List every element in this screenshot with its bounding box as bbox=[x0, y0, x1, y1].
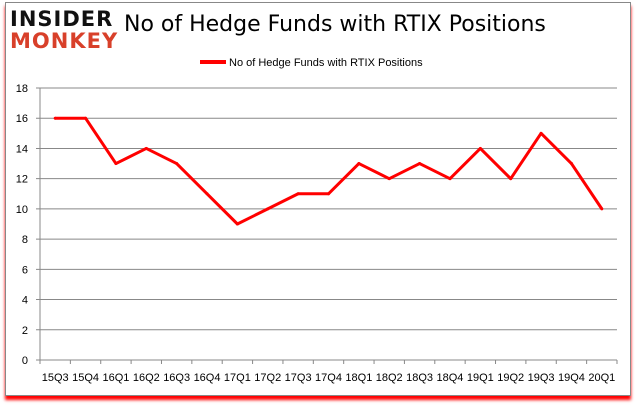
data-point bbox=[478, 146, 482, 150]
logo-line1: INSIDER bbox=[10, 7, 114, 31]
x-tick-label: 18Q3 bbox=[406, 372, 433, 384]
data-point bbox=[357, 162, 361, 166]
x-tick-label: 20Q1 bbox=[588, 372, 615, 384]
chart-title: No of Hedge Funds with RTIX Positions bbox=[124, 12, 546, 37]
legend-label: No of Hedge Funds with RTIX Positions bbox=[229, 57, 423, 69]
y-tick-label: 4 bbox=[22, 295, 28, 307]
y-tick-label: 10 bbox=[16, 204, 28, 216]
data-point bbox=[235, 222, 239, 226]
data-point bbox=[418, 162, 422, 166]
data-point bbox=[296, 192, 300, 196]
x-tick-label: 16Q4 bbox=[194, 372, 221, 384]
x-tick-label: 17Q1 bbox=[224, 372, 251, 384]
series-line bbox=[55, 116, 604, 226]
data-point bbox=[569, 162, 573, 166]
x-tick-label: 17Q4 bbox=[315, 372, 342, 384]
data-point bbox=[205, 192, 209, 196]
data-point bbox=[84, 116, 88, 120]
data-point bbox=[114, 162, 118, 166]
y-tick-label: 14 bbox=[16, 143, 28, 155]
x-tick-label: 19Q2 bbox=[497, 372, 524, 384]
data-point bbox=[144, 146, 148, 150]
x-tick-label: 15Q3 bbox=[42, 372, 69, 384]
chart-frame bbox=[5, 2, 631, 396]
data-point bbox=[539, 131, 543, 135]
logo-line2: MONKEY bbox=[10, 29, 119, 53]
x-tick-label: 17Q2 bbox=[254, 372, 281, 384]
y-tick-label: 8 bbox=[22, 234, 28, 246]
x-tick-label: 18Q1 bbox=[345, 372, 372, 384]
y-tick-label: 16 bbox=[16, 113, 28, 125]
x-tick-label: 16Q3 bbox=[163, 372, 190, 384]
data-point bbox=[600, 207, 604, 211]
y-tick-label: 18 bbox=[16, 83, 28, 95]
data-point bbox=[509, 177, 513, 181]
x-tick-label: 16Q1 bbox=[102, 372, 129, 384]
y-tick-label: 12 bbox=[16, 174, 28, 186]
y-tick-label: 2 bbox=[22, 325, 28, 337]
x-tick-label: 18Q4 bbox=[437, 372, 464, 384]
data-point bbox=[387, 177, 391, 181]
data-point bbox=[266, 207, 270, 211]
x-tick-label: 17Q3 bbox=[285, 372, 312, 384]
x-tick-label: 19Q3 bbox=[528, 372, 555, 384]
y-tick-label: 0 bbox=[22, 355, 28, 367]
data-point bbox=[448, 177, 452, 181]
insider-monkey-logo: INSIDER MONKEY bbox=[10, 8, 118, 52]
y-tick-label: 6 bbox=[22, 264, 28, 276]
x-tick-label: 15Q4 bbox=[72, 372, 99, 384]
x-tick-label: 16Q2 bbox=[133, 372, 160, 384]
data-point bbox=[175, 162, 179, 166]
data-point bbox=[327, 192, 330, 196]
x-tick-label: 19Q4 bbox=[558, 372, 585, 384]
data-point bbox=[53, 116, 57, 120]
x-tick-label: 19Q1 bbox=[467, 372, 494, 384]
x-tick-label: 18Q2 bbox=[376, 372, 403, 384]
